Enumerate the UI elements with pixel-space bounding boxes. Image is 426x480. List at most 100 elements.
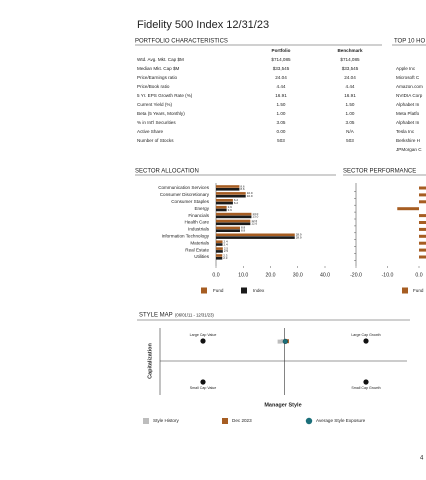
bar <box>419 227 426 231</box>
bar <box>216 233 295 237</box>
data-label: 8.8 <box>241 226 246 230</box>
bar <box>216 219 251 223</box>
data-label: 2.3 <box>223 253 228 257</box>
legend-swatch <box>402 287 408 294</box>
data-label: 8.6 <box>240 184 245 188</box>
legend-swatch <box>305 417 313 425</box>
row-label: % in Int'l Securities <box>137 120 176 125</box>
style-point <box>282 338 288 345</box>
x-tick-label: 20.0 <box>265 272 275 278</box>
cell: 503 <box>346 138 354 143</box>
cell: 16.91 <box>344 93 356 98</box>
x-tick-label: 10.0 <box>238 272 248 278</box>
cell: 24.04 <box>275 75 287 80</box>
cell: 16.91 <box>275 93 287 98</box>
legend-swatch <box>201 287 207 294</box>
cell: 1.00 <box>346 111 355 116</box>
legend-swatch <box>143 418 149 424</box>
legend-swatch <box>241 287 247 294</box>
data-label: 6.2 <box>234 201 239 205</box>
bar <box>216 240 223 243</box>
data-label: 8.6 <box>240 187 245 191</box>
x-tick-label: 0.0 <box>212 272 219 278</box>
data-label: 28.9 <box>296 233 302 237</box>
category-label: Consumer Discretionary <box>160 192 210 197</box>
cell: 3.05 <box>277 120 286 125</box>
section-heading: SECTOR PERFORMANCE <box>343 169 416 175</box>
category-label: Energy <box>194 206 209 211</box>
holding: Meta Platfo <box>396 111 420 116</box>
column-header: Benchmark <box>337 48 362 53</box>
cell: $33,545 <box>342 66 359 71</box>
data-label: 3.9 <box>228 208 233 212</box>
cell: 3.05 <box>346 120 355 125</box>
style-point <box>277 339 282 344</box>
row-label: Number of Stocks <box>137 138 174 143</box>
bar <box>419 214 426 218</box>
holding: JPMorgan C <box>396 147 422 152</box>
legend-label: Average Style Exposure <box>316 418 366 423</box>
bar <box>216 236 295 239</box>
legend-label: Style History <box>153 418 179 423</box>
holding: Alphabet In <box>396 120 420 125</box>
category-label: Materials <box>190 240 209 245</box>
cell: $714,085 <box>340 57 360 62</box>
bar <box>216 205 227 209</box>
bar <box>216 212 252 216</box>
corner-label: Small Cap Growth <box>351 386 380 390</box>
data-label: 2.4 <box>224 239 229 243</box>
bar <box>216 188 240 191</box>
holding: NVIDIA Corp <box>396 93 423 98</box>
bar <box>216 222 251 226</box>
holding: Tesla Inc <box>396 129 415 134</box>
holding: Microsoft C <box>396 75 420 80</box>
bar <box>419 255 426 259</box>
page-number: 4 <box>420 456 424 462</box>
bar <box>216 199 233 202</box>
holding: Amazon.com <box>396 84 423 89</box>
bar <box>216 229 240 232</box>
bar <box>216 250 223 253</box>
category-label: Industrials <box>188 227 210 232</box>
bar <box>216 254 223 257</box>
cell: 1.50 <box>346 102 355 107</box>
bar <box>216 215 252 219</box>
data-label: 6.2 <box>234 198 239 202</box>
x-tick-label: 40.0 <box>320 272 330 278</box>
data-label: 2.4 <box>224 242 229 246</box>
legend-label: Fund <box>213 288 224 293</box>
corner-label: Large Cap Value <box>190 333 217 337</box>
bar <box>216 226 240 230</box>
data-label: 3.9 <box>228 205 233 209</box>
data-label: 12.6 <box>251 222 257 226</box>
bar <box>419 186 426 190</box>
legend-label: Index <box>253 288 265 293</box>
section-heading: SECTOR ALLOCATION <box>135 169 199 175</box>
bar <box>419 234 426 238</box>
cell: 1.50 <box>277 102 286 107</box>
corner-point <box>363 338 369 344</box>
row-label: Price/Earnings ratio <box>137 75 178 80</box>
data-label: 12.6 <box>251 219 257 223</box>
data-label: 2.3 <box>223 256 228 260</box>
section-heading: PORTFOLIO CHARACTERISTICS <box>135 39 228 45</box>
data-label: 8.8 <box>241 228 246 232</box>
row-label: Wtd. Avg. Mkt. Cap $M <box>137 57 184 62</box>
cell: $33,545 <box>273 66 290 71</box>
bar <box>216 201 233 205</box>
cell: $714,085 <box>271 57 291 62</box>
data-label: 28.9 <box>296 235 302 239</box>
bar <box>216 185 240 188</box>
holding: Berkshire H <box>396 138 420 143</box>
data-label: 10.9 <box>247 191 253 195</box>
bar <box>419 221 426 224</box>
bar <box>397 207 419 211</box>
category-label: Financials <box>188 213 209 218</box>
y-axis-label: Capitalization <box>147 342 153 378</box>
row-label: Active Share <box>137 129 163 134</box>
data-label: 2.5 <box>224 249 229 253</box>
row-label: 5 Yr. EPS Growth Rate (%) <box>137 93 193 98</box>
cell: 4.44 <box>346 84 355 89</box>
bar <box>419 193 426 197</box>
